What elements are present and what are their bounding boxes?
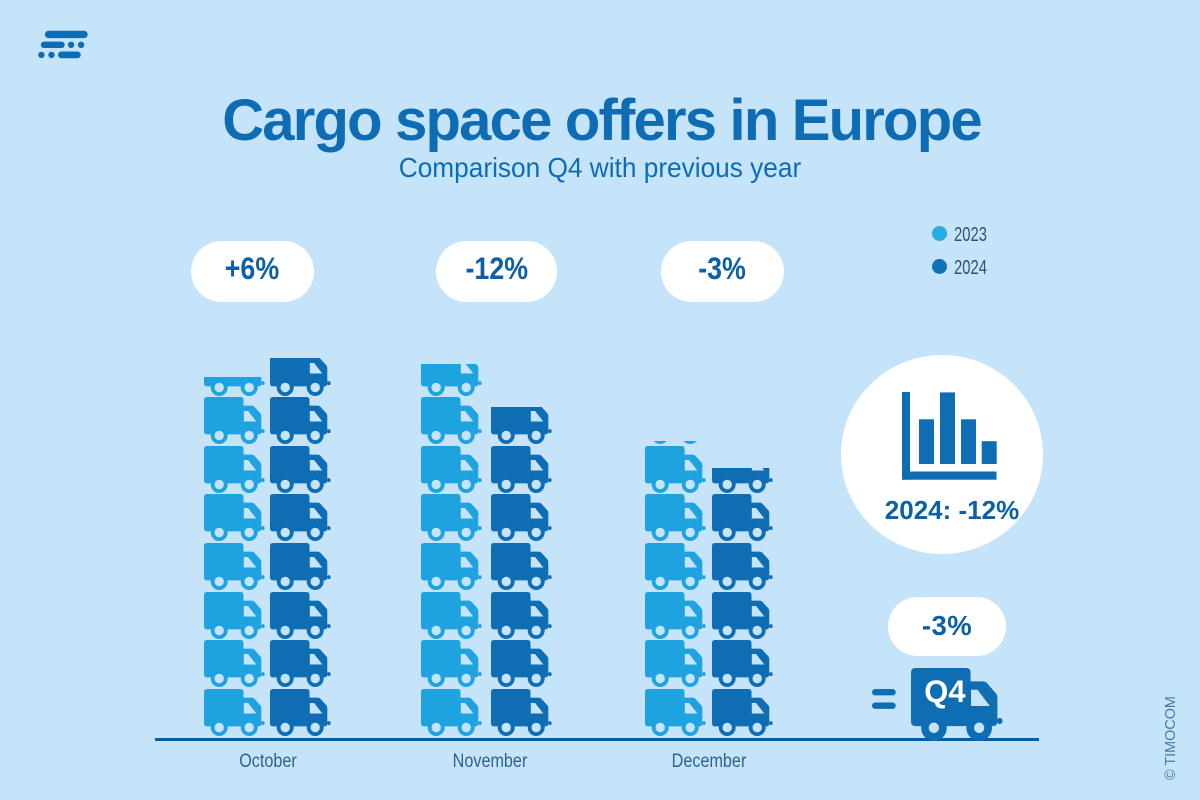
svg-text:Q4: Q4 (924, 673, 966, 709)
